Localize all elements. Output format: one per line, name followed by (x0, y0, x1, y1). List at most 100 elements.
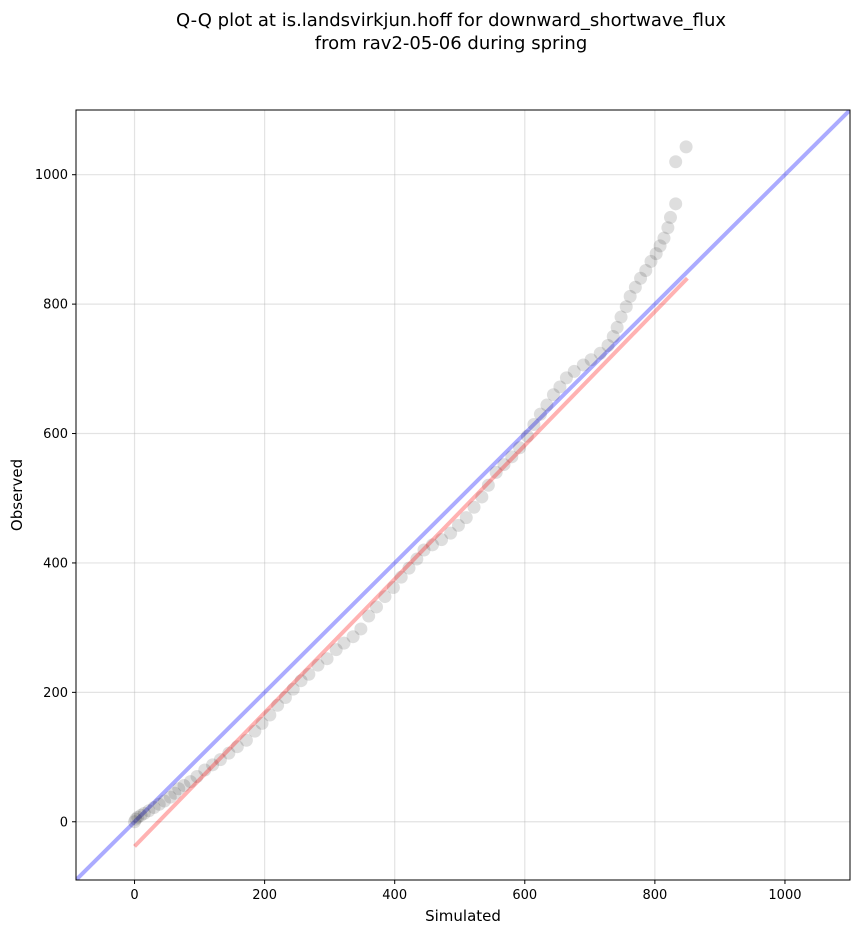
quantile-point (576, 358, 590, 372)
quantile-point (198, 763, 212, 777)
quantile-point (302, 667, 316, 681)
quantile-point (337, 636, 351, 650)
quantile-point (134, 808, 148, 822)
fit-line-layer (133, 276, 689, 848)
quantile-point (369, 600, 383, 614)
grid-lines (76, 110, 850, 880)
y-axis-label: Observed (8, 459, 26, 531)
quantile-point (657, 231, 671, 245)
reference-line (76, 110, 850, 880)
quantile-point (168, 786, 182, 800)
quantile-point (639, 263, 653, 277)
quantile-point (606, 329, 620, 343)
quantile-point (362, 609, 376, 623)
quantile-point (157, 794, 171, 808)
quantile-point (653, 239, 667, 253)
quantile-point (183, 775, 197, 789)
quantile-point (425, 538, 439, 552)
quantile-point (128, 815, 142, 829)
quantile-point (222, 746, 236, 760)
y-tick-label: 0 (60, 815, 68, 830)
quantile-point (294, 674, 308, 688)
quantile-points-layer (128, 140, 693, 829)
quantile-point (177, 779, 191, 793)
quantile-point (255, 716, 269, 730)
quantile-point (152, 797, 166, 811)
quantile-point (593, 346, 607, 360)
quantile-point (533, 407, 547, 421)
quantile-point (354, 622, 368, 636)
quantile-point (623, 289, 637, 303)
quantile-point (467, 500, 481, 514)
quantile-point (559, 371, 573, 385)
quantile-point (669, 197, 683, 211)
quantile-point (172, 782, 186, 796)
quantile-point (386, 581, 400, 595)
quantile-point (248, 724, 262, 738)
quantile-point (513, 441, 527, 455)
x-tick-label: 600 (512, 888, 537, 903)
y-tick-label: 1000 (35, 168, 68, 183)
quantile-point (601, 339, 615, 353)
quantile-point (239, 733, 253, 747)
quantile-point (402, 561, 416, 575)
quantile-point (669, 155, 683, 169)
x-tick-label: 200 (252, 888, 277, 903)
quantile-point (278, 691, 292, 705)
quantile-point (567, 364, 581, 378)
fit-line (133, 276, 689, 848)
axis-ticks: 0 200 400 600 800 1000 0 200 400 600 800 1000 (35, 168, 802, 903)
quantile-point (163, 790, 177, 804)
quantile-point (190, 769, 204, 783)
quantile-point (213, 753, 227, 767)
quantile-point (329, 643, 343, 657)
quantile-point (644, 254, 658, 268)
quantile-point (417, 543, 431, 557)
quantile-point (206, 758, 220, 772)
x-tick-label: 1000 (768, 888, 801, 903)
x-tick-label: 800 (642, 888, 667, 903)
quantile-point (679, 140, 693, 154)
quantile-point (378, 590, 392, 604)
quantile-point (619, 300, 633, 314)
y-tick-label: 800 (43, 298, 68, 313)
quantile-point (142, 804, 156, 818)
x-axis-label: Simulated (425, 907, 501, 925)
quantile-point (497, 458, 511, 472)
chart-title-line-1: Q-Q plot at is.landsvirkjun.hoff for dow… (176, 10, 726, 31)
quantile-point (663, 210, 677, 224)
quantile-point (505, 450, 519, 464)
quantile-point (286, 682, 300, 696)
quantile-point (410, 552, 424, 566)
y-tick-label: 400 (43, 556, 68, 571)
y-tick-label: 200 (43, 686, 68, 701)
quantile-point (527, 417, 541, 431)
quantile-point (584, 353, 598, 367)
y-tick-label: 600 (43, 427, 68, 442)
quantile-point (230, 740, 244, 754)
x-tick-label: 0 (130, 888, 138, 903)
plot-frame (75, 109, 851, 881)
quantile-point (346, 630, 360, 644)
chart-title-line-2: from rav2-05-06 during spring (315, 33, 588, 54)
quantile-point (540, 398, 554, 412)
quantile-point (147, 801, 161, 815)
quantile-point (661, 221, 675, 235)
quantile-point (263, 708, 277, 722)
quantile-point (129, 812, 143, 826)
quantile-point (481, 478, 495, 492)
quantile-point (137, 806, 151, 820)
quantile-point (271, 698, 285, 712)
quantile-point (634, 271, 648, 285)
quantile-point (475, 490, 489, 504)
quantile-point (628, 280, 642, 294)
quantile-point (311, 658, 325, 672)
quantile-point (459, 511, 473, 525)
quantile-point (610, 320, 624, 334)
quantile-point (451, 518, 465, 532)
quantile-point (614, 310, 628, 324)
quantile-point (444, 526, 458, 540)
x-tick-label: 400 (382, 888, 407, 903)
quantile-point (546, 388, 560, 402)
